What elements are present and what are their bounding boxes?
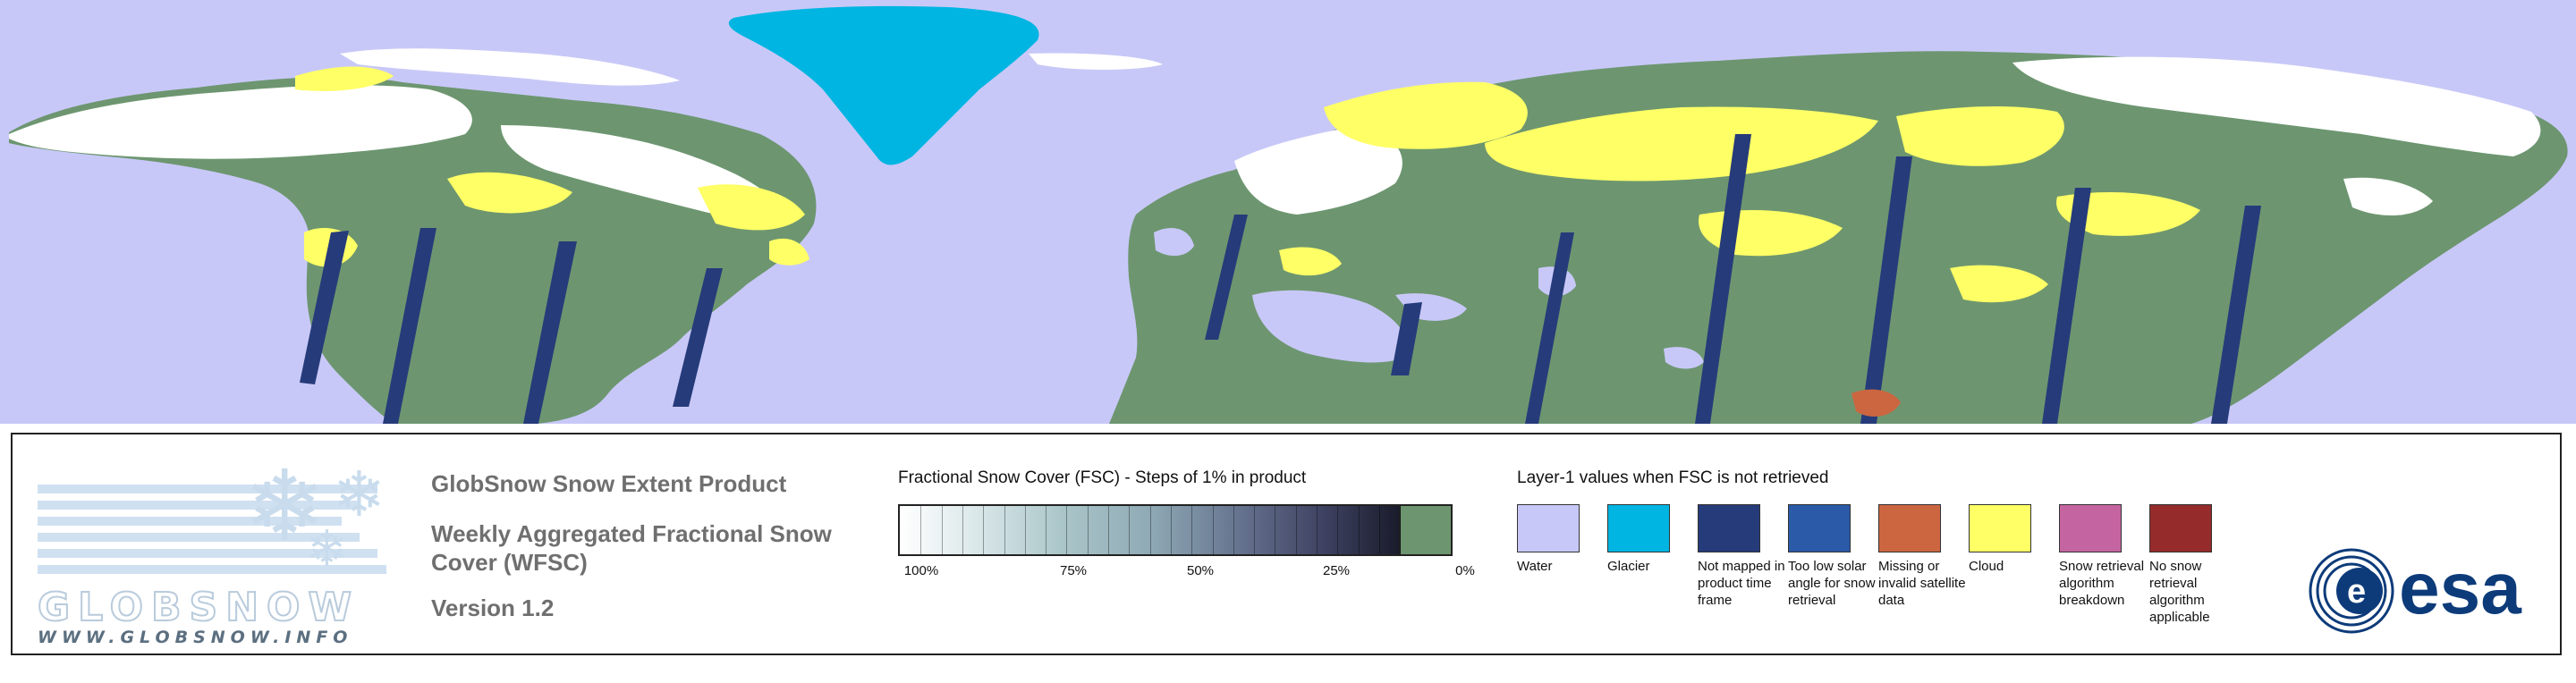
snowflake-icon: ❄ [333,458,386,531]
fsc-tick-label: 100% [903,563,939,578]
fsc-tick-labels: 100% 75% 50% 25% 0% [898,563,1485,585]
layer1-item-breakdown: Snow retrieval algorithm breakdown [2059,504,2147,609]
north-america-not-mapped [300,228,723,424]
esa-logo: e esa [2302,542,2553,640]
snowflake-icon: ❄ [243,449,326,563]
layer1-swatch [2059,504,2122,552]
fsc-tick-label: 75% [1059,563,1088,578]
fsc-tick-label: 50% [1186,563,1215,578]
fsc-gradient-bar [898,504,1402,556]
legend-panel: ❄ ❄ ❄ GLOBSNOW WWW.GLOBSNOW.INFO GlobSno… [11,433,2562,655]
layer1-label: Missing or invalid satellite data [1878,559,1966,608]
layer1-swatch [1969,504,2031,552]
product-title: GlobSnow Snow Extent Product [431,470,787,497]
layer1-legend: Layer-1 values when FSC is not retrieved… [1517,468,2250,683]
fsc-tick-label: 0% [1455,563,1475,578]
logo-url: WWW.GLOBSNOW.INFO [38,628,353,647]
esa-emblem-icon: e [2309,548,2394,634]
layer1-swatch [1788,504,1851,552]
layer1-item-cloud: Cloud [1969,504,2056,575]
layer1-item-missing: Missing or invalid satellite data [1878,504,1966,609]
japan [2166,291,2206,353]
layer1-label: Water [1517,559,1553,574]
layer1-label: Snow retrieval algorithm breakdown [2059,559,2145,608]
snow-cover-map [0,0,2576,424]
fsc-tick-label: 25% [1322,563,1351,578]
layer1-label: Glacier [1607,559,1650,574]
layer1-item-low_solar: Too low solar angle for snow retrieval [1788,504,1876,609]
arctic-islands [340,48,1163,86]
esa-wordmark: esa [2399,548,2521,629]
layer1-item-not_mapped: Not mapped in product time frame [1698,504,1785,609]
product-version: Version 1.2 [431,594,555,621]
layer1-item-glacier: Glacier [1607,504,1695,575]
product-subtitle: Weekly Aggregated Fractional Snow Cover … [431,520,832,576]
layer1-label: Not mapped in product time frame [1698,559,1785,608]
layer1-label: Too low solar angle for snow retrieval [1788,559,1876,608]
eurasia-not-mapped [1205,134,2261,424]
layer1-swatch [1698,504,1760,552]
globsnow-logo: ❄ ❄ ❄ GLOBSNOW WWW.GLOBSNOW.INFO [37,449,404,647]
layer1-swatch [2149,504,2212,552]
snowflake-icon: ❄ [306,520,348,578]
layer1-swatch [1878,504,1941,552]
eurasia-snow [1234,56,2541,216]
greenland [728,5,1039,165]
fsc-legend-title: Fractional Snow Cover (FSC) - Steps of 1… [898,468,1307,487]
fsc-zero-swatch [1401,504,1453,556]
layer1-label: No snow retrieval algorithm applicable [2149,559,2210,625]
product-titles: GlobSnow Snow Extent Product Weekly Aggr… [431,470,878,622]
layer1-item-not_applicable: No snow retrieval algorithm applicable [2149,504,2237,626]
layer1-label: Cloud [1969,559,2004,574]
fsc-legend: Fractional Snow Cover (FSC) - Steps of 1… [898,468,1475,585]
layer1-swatch [1607,504,1670,552]
layer1-swatches: Water Glacier Not mapped in product time f… [1517,504,2250,683]
missing-data-patch [1852,389,1901,417]
layer1-swatch [1517,504,1580,552]
layer1-item-water: Water [1517,504,1605,575]
layer1-legend-title: Layer-1 values when FSC is not retrieved [1517,468,1829,487]
logo-wordmark: GLOBSNOW [37,584,360,631]
svg-text:e: e [2347,573,2366,611]
